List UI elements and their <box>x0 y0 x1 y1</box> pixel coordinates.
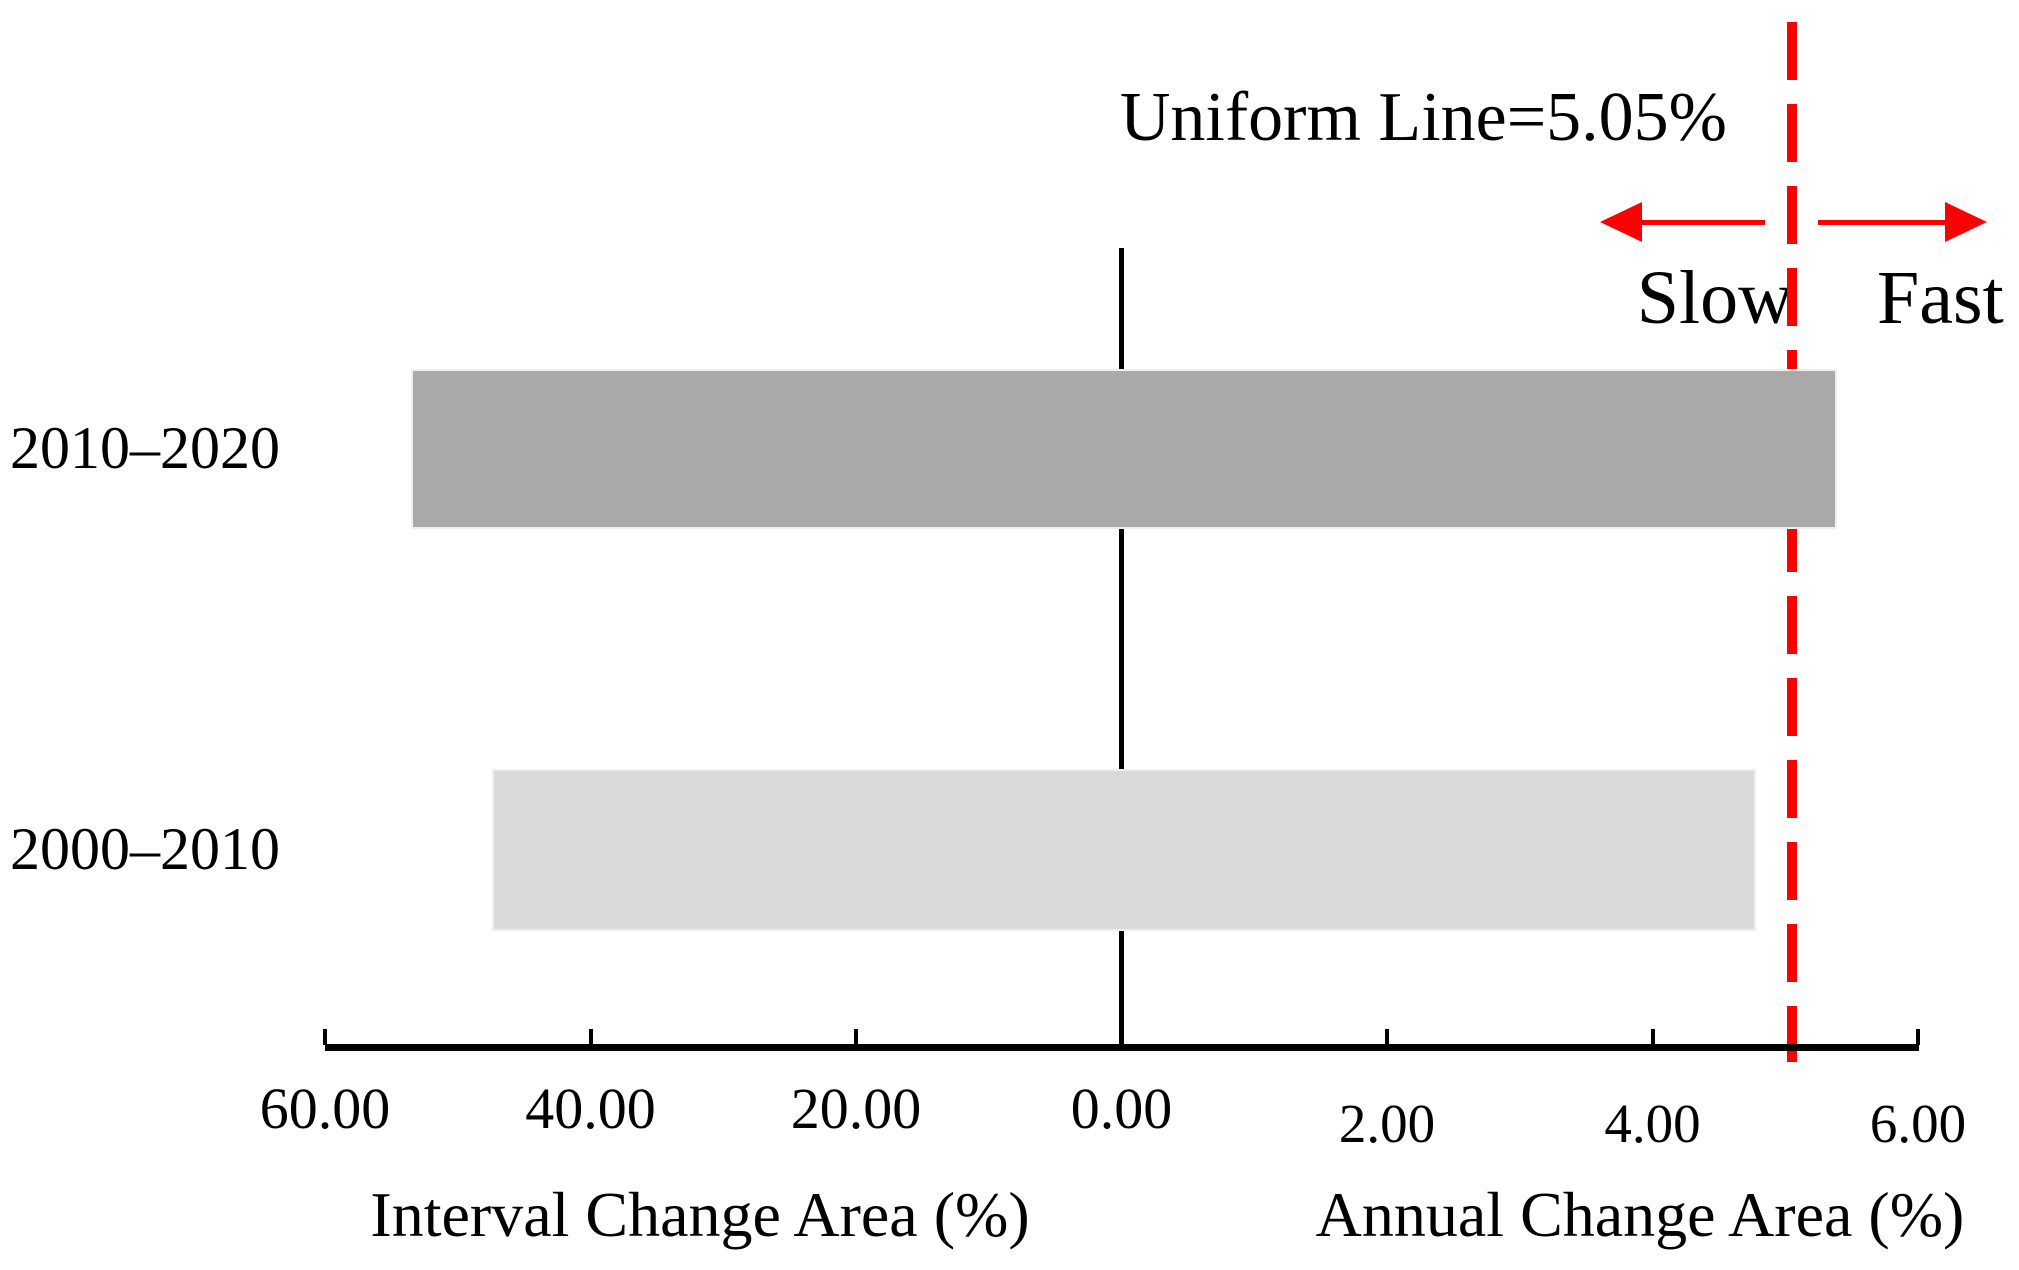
right-axis-title: Annual Change Area (%) <box>1315 1179 1965 1250</box>
tick-label: 0.00 <box>1070 1076 1173 1141</box>
arrow-shaft <box>1818 220 1951 225</box>
uniform-dashed-line <box>1786 22 1797 1062</box>
axis-tick-mark <box>1916 1029 1920 1045</box>
tick-label: 40.00 <box>525 1076 656 1141</box>
fast-direction-arrow <box>1818 202 1987 242</box>
left-arrowhead-icon <box>1600 202 1642 242</box>
axis-tick-mark <box>1650 1029 1655 1045</box>
zero-baseline-axis <box>1119 248 1124 1051</box>
tick-label: 20.00 <box>790 1076 922 1141</box>
x-axis-line <box>325 1044 1919 1051</box>
tick-label: 6.00 <box>1869 1093 1967 1154</box>
axis-tick-mark <box>1385 1029 1389 1045</box>
tick-label: 4.00 <box>1604 1093 1701 1154</box>
slow-label: Slow <box>1636 256 1793 340</box>
right-arrowhead-icon <box>1945 202 1987 242</box>
slow-direction-arrow <box>1600 202 1765 242</box>
tick-label: 60.00 <box>259 1076 391 1141</box>
category-label: 2000–2010 <box>10 816 280 882</box>
bar-2000–2010 <box>492 769 1757 931</box>
category-label: 2010–2020 <box>10 415 280 481</box>
arrow-shaft <box>1636 220 1765 225</box>
axis-tick-mark <box>588 1029 593 1045</box>
tick-label: 2.00 <box>1338 1093 1436 1154</box>
bar-2010–2020 <box>411 369 1838 529</box>
uniform-line-value-label: Uniform Line=5.05% <box>1119 79 1727 156</box>
axis-tick-mark <box>323 1029 327 1045</box>
left-axis-title: Interval Change Area (%) <box>370 1179 1030 1250</box>
fast-label: Fast <box>1877 256 2004 340</box>
axis-tick-mark <box>854 1029 858 1045</box>
